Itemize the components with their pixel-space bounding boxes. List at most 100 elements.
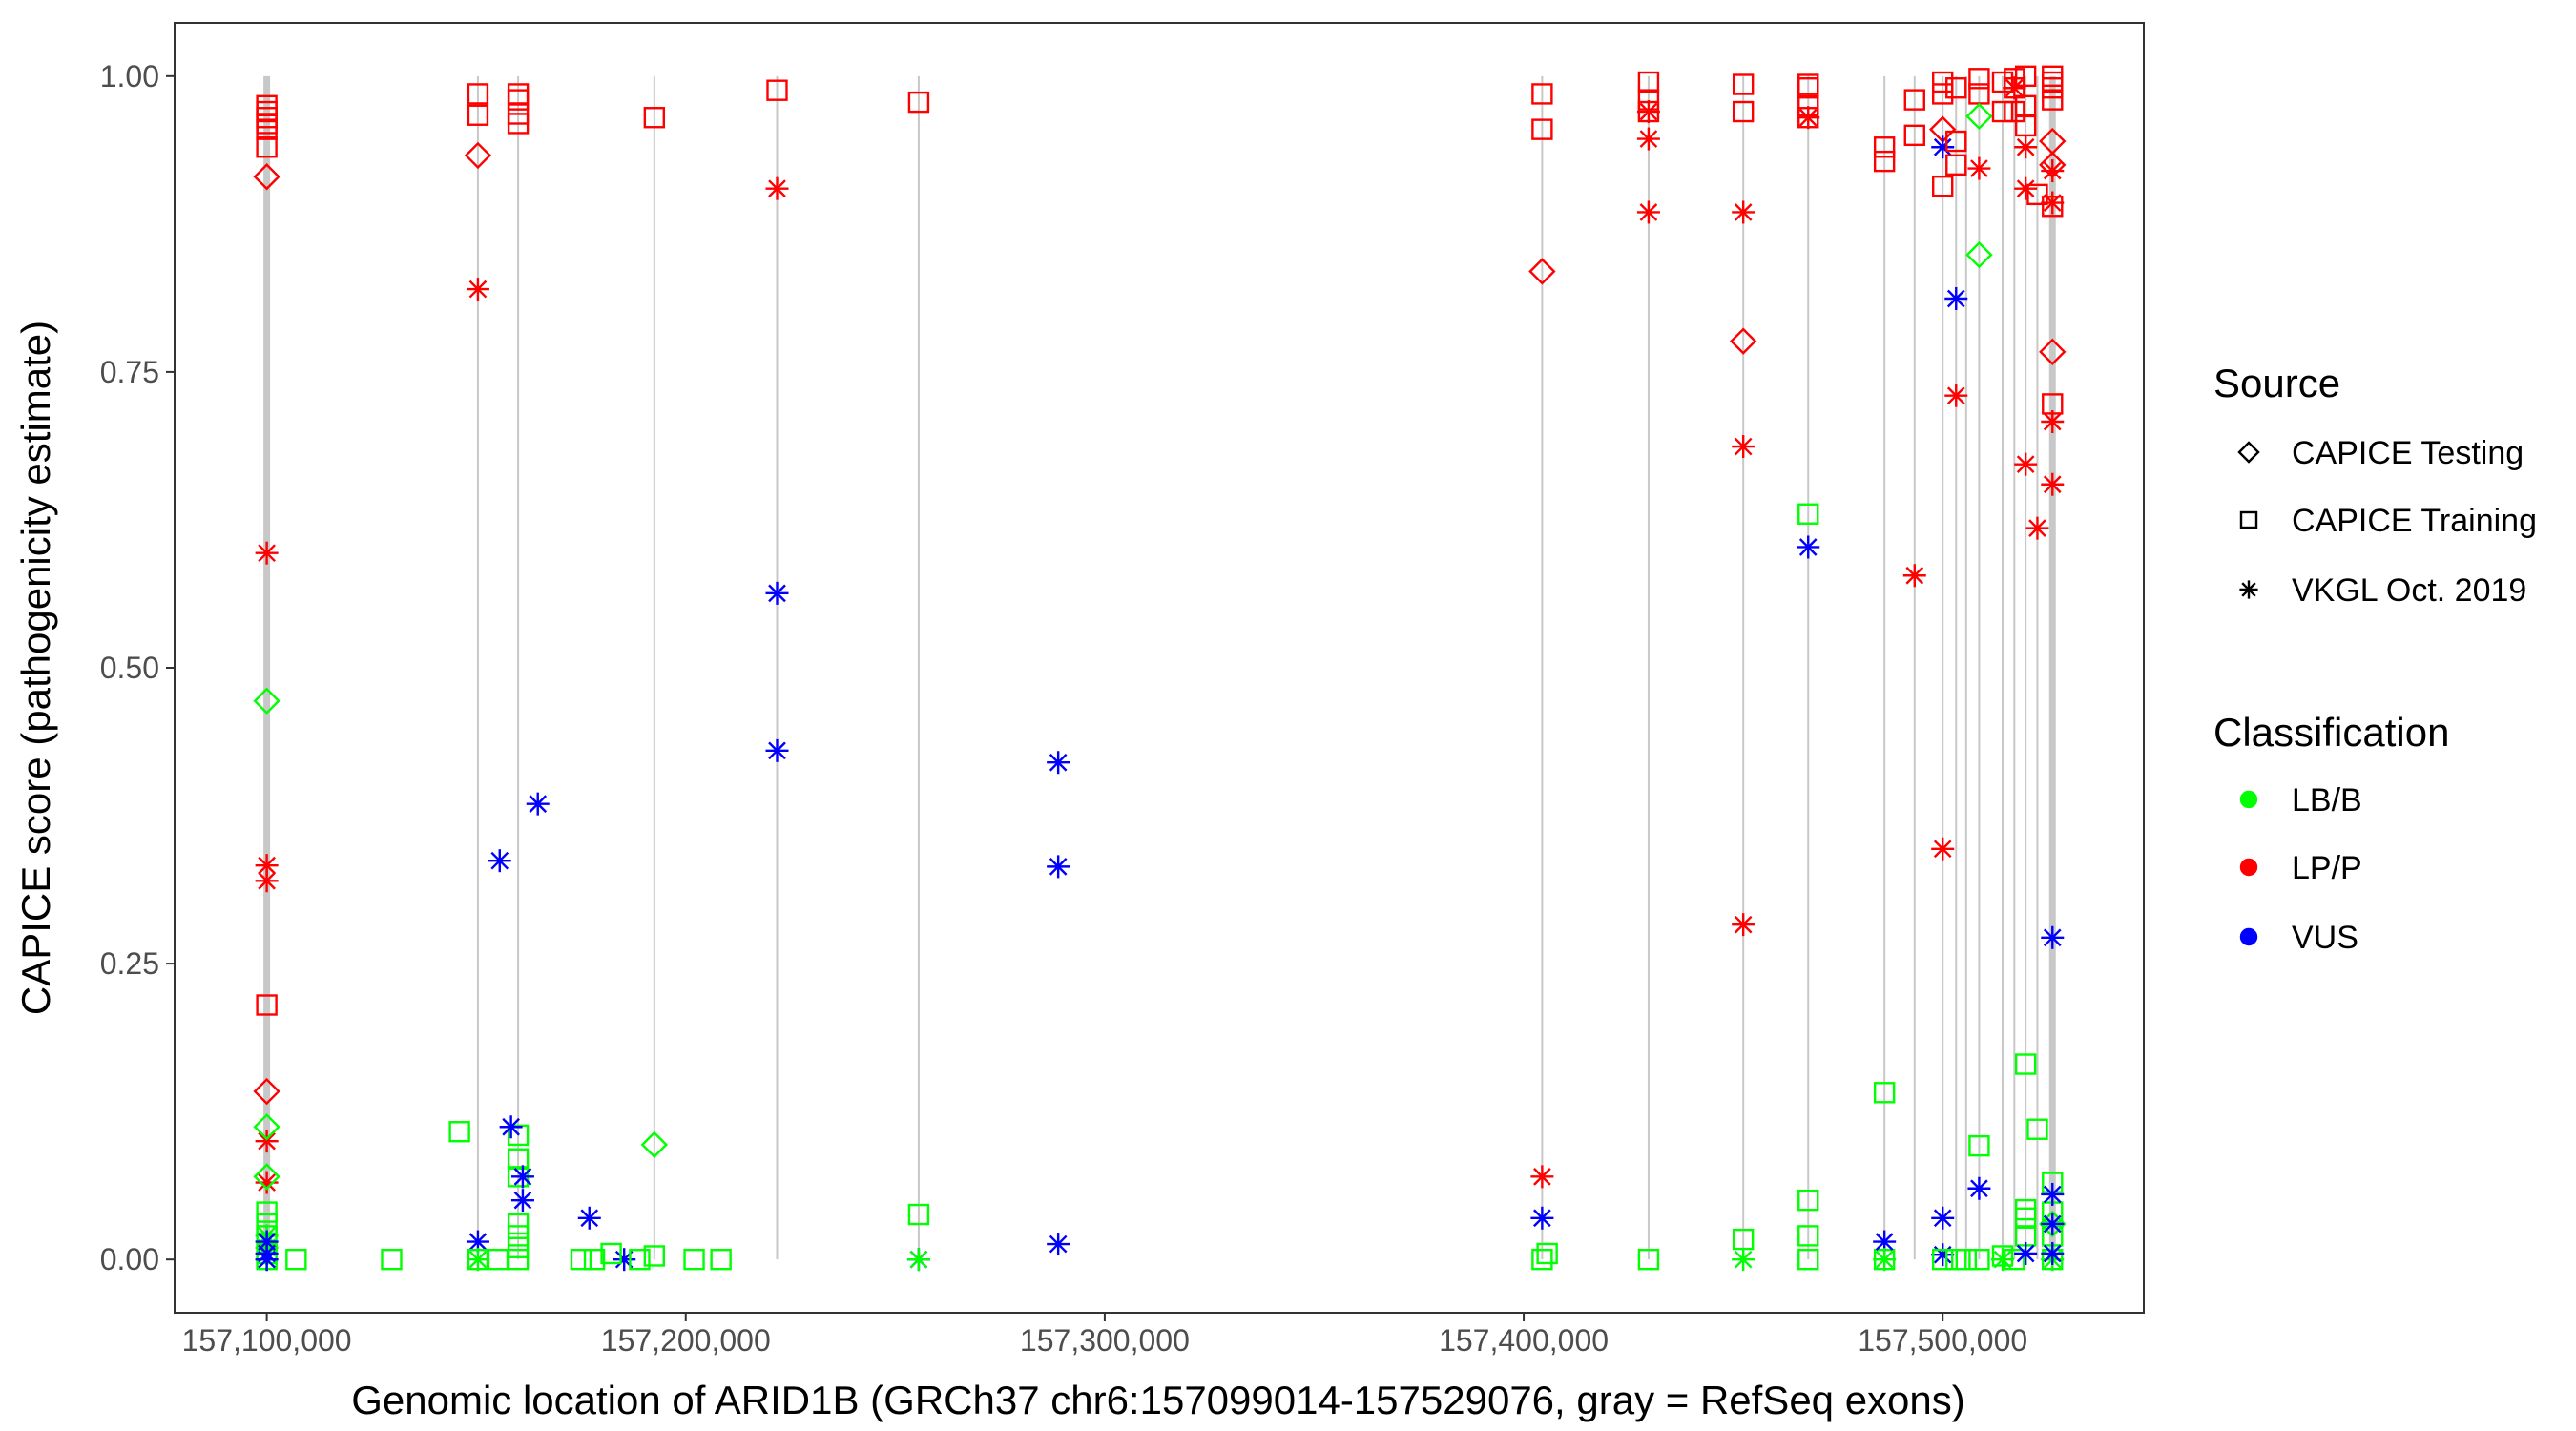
data-point: [255, 1171, 279, 1194]
data-point: [256, 136, 278, 158]
data-point: [600, 1242, 622, 1265]
data-point: [507, 89, 530, 111]
data-point: [1797, 1225, 1819, 1247]
data-point: [1732, 100, 1755, 123]
data-point: [467, 104, 489, 126]
data-point: [1797, 106, 1820, 130]
data-point: [2004, 100, 2025, 123]
y-tick-label: 0.50: [100, 651, 159, 685]
data-point: [466, 278, 489, 301]
data-point: [1932, 175, 1954, 197]
data-point: [583, 1248, 606, 1271]
legend-title: Classification: [2213, 710, 2449, 755]
data-point: [766, 79, 788, 101]
data-point: [510, 1189, 534, 1213]
data-point: [2014, 176, 2038, 200]
data-point: [1932, 1248, 1954, 1271]
data-point: [1991, 71, 2014, 93]
legend-label: VKGL Oct. 2019: [2292, 572, 2526, 609]
data-point: [1531, 1248, 1553, 1271]
data-point: [1536, 1242, 1558, 1265]
legend: Source CAPICE Testing CAPICE Training VKGL …: [2213, 361, 2537, 956]
data-point: [1931, 135, 1955, 159]
data-point: [1797, 1248, 1819, 1271]
data-point: [1991, 1248, 2015, 1272]
data-point: [683, 1248, 705, 1271]
data-point: [499, 1115, 523, 1139]
data-point: [2014, 1053, 2037, 1075]
data-point: [640, 1130, 669, 1159]
data-point: [1932, 71, 1954, 93]
data-point: [2014, 452, 2038, 476]
data-point: [1873, 136, 1896, 158]
data-point: [2026, 183, 2048, 206]
data-point: [253, 1113, 280, 1141]
data-point: [1931, 1206, 1955, 1230]
data-point: [1873, 1082, 1896, 1104]
data-point: [1637, 1248, 1660, 1271]
data-point: [2004, 1248, 2025, 1271]
data-point: [253, 1077, 280, 1106]
data-point: [487, 1248, 509, 1271]
legend-key-asterisk: [2239, 580, 2258, 599]
data-point: [507, 1236, 530, 1258]
legend-key-square: [2239, 510, 2258, 529]
data-point: [1903, 124, 1925, 147]
data-point: [907, 91, 930, 114]
data-point: [253, 163, 280, 191]
data-point: [1968, 1248, 1990, 1271]
data-point: [467, 83, 489, 105]
data-point: [507, 113, 530, 135]
x-tick-label: 157,400,000: [1439, 1323, 1609, 1358]
data-point: [577, 1206, 601, 1230]
data-point: [1965, 102, 1993, 131]
data-point: [613, 1248, 636, 1272]
data-point: [1797, 1189, 1819, 1212]
legend-key-diamond: [2237, 441, 2260, 464]
data-point: [253, 687, 280, 715]
data-point: [765, 581, 789, 605]
data-point: [1931, 1243, 1955, 1267]
legend-key-dot: [2239, 858, 2258, 877]
data-point: [2014, 135, 2038, 159]
data-point: [507, 1225, 530, 1247]
y-tick-label: 1.00: [100, 59, 159, 93]
legend-title: Source: [2213, 361, 2340, 405]
data-point: [256, 118, 278, 140]
data-point: [2025, 516, 2049, 540]
data-point: [381, 1248, 403, 1271]
y-tick-label: 0.00: [100, 1242, 159, 1276]
data-point: [1931, 837, 1955, 861]
data-point: [488, 849, 511, 873]
data-point: [1530, 1165, 1554, 1189]
data-point: [255, 1130, 279, 1153]
data-point: [1797, 535, 1820, 559]
data-point: [1991, 100, 2014, 123]
y-tick-label: 0.25: [100, 946, 159, 981]
data-point: [1047, 1233, 1070, 1256]
data-point: [1945, 154, 1967, 176]
data-point: [1797, 77, 1819, 99]
data-point: [1531, 83, 1553, 105]
data-point: [1636, 200, 1660, 224]
data-point: [2014, 114, 2037, 137]
x-tick-label: 157,200,000: [601, 1323, 771, 1358]
data-point: [256, 1201, 278, 1223]
data-point: [1732, 913, 1755, 937]
data-point: [448, 1121, 470, 1143]
data-point: [629, 1248, 651, 1271]
data-point: [1968, 68, 1990, 90]
data-point: [1955, 1248, 1978, 1271]
data-point: [1873, 1230, 1897, 1254]
legend-key-dot: [2239, 927, 2258, 946]
data-point: [1732, 200, 1755, 224]
data-point: [643, 1245, 666, 1267]
data-point: [2014, 1207, 2037, 1229]
data-point: [1965, 240, 1993, 269]
data-point: [2041, 191, 2065, 215]
data-point: [510, 1165, 534, 1189]
exon-lines: [263, 75, 2056, 1260]
x-axis: 157,100,000 157,200,000 157,300,000 157,400…: [182, 1313, 2027, 1358]
data-point: [1732, 73, 1755, 95]
